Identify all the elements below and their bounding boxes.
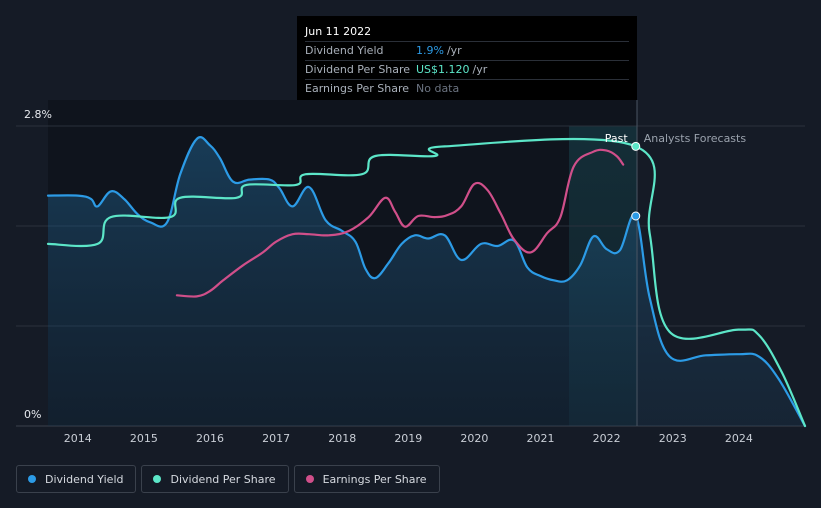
- series-line-dividend-yield: [46, 136, 807, 428]
- tooltip-row-value: No data: [416, 82, 460, 95]
- x-tick-label: 2023: [659, 432, 687, 445]
- x-tick-label: 2017: [262, 432, 290, 445]
- legend-label: Earnings Per Share: [322, 472, 427, 486]
- legend-dot-icon: [153, 475, 162, 483]
- series-lines: [46, 136, 807, 428]
- now-markers: [631, 141, 641, 221]
- x-tick-label: 2024: [725, 432, 753, 445]
- tooltip-row-value: 1.9%: [416, 44, 444, 57]
- analysts-forecasts-label: Analysts Forecasts: [644, 132, 747, 145]
- tooltip-row-unit: /yr: [472, 63, 488, 76]
- x-axis-labels: 2014 2015 2016 2017 2018 2019 2020 2021 2022 2023…: [64, 432, 753, 445]
- y-axis-labels: 2.8% 0%: [24, 108, 52, 421]
- series-line-dividend-per-share: [46, 137, 807, 428]
- legend-dividend-yield[interactable]: Dividend Yield: [16, 465, 137, 493]
- x-tick-label: 2014: [64, 432, 92, 445]
- legend-dot-icon: [305, 475, 314, 483]
- x-tick-label: 2016: [196, 432, 224, 445]
- legend-dividend-per-share[interactable]: Dividend Per Share: [141, 465, 289, 493]
- legend-dot-icon: [28, 475, 36, 483]
- past-label: Past: [605, 132, 629, 145]
- tooltip-row-label: Dividend Yield: [305, 44, 384, 57]
- legend-label: Dividend Per Share: [170, 472, 276, 486]
- tooltip-row-earnings-per-share: Earnings Per Share No data: [305, 79, 629, 98]
- hover-tooltip: Jun 11 2022 Dividend Yield 1.9% /yr Divi…: [297, 16, 637, 100]
- y-tick-label: 2.8%: [24, 108, 52, 121]
- tooltip-row-label: Earnings Per Share: [305, 82, 410, 95]
- tooltip-row-dividend-yield: Dividend Yield 1.9% /yr: [305, 41, 629, 60]
- x-tick-label: 2019: [394, 432, 422, 445]
- x-tick-label: 2020: [460, 432, 488, 445]
- series-line-earnings-per-share: [175, 148, 625, 298]
- tooltip-row-label: Dividend Per Share: [305, 63, 411, 76]
- x-tick-label: 2022: [593, 432, 621, 445]
- x-tick-label: 2015: [130, 432, 158, 445]
- now-marker-dividend-yield: [631, 211, 641, 221]
- x-tick-label: 2021: [527, 432, 555, 445]
- legend-label: Dividend Yield: [45, 472, 124, 486]
- tooltip-row-value: US$1.120: [416, 63, 470, 76]
- tooltip-row-unit: /yr: [446, 44, 462, 57]
- legend-earnings-per-share[interactable]: Earnings Per Share: [293, 465, 440, 493]
- x-tick-label: 2018: [328, 432, 356, 445]
- tooltip-date: Jun 11 2022: [305, 25, 372, 38]
- chart-legend: Dividend Yield Dividend Per Share Earnin…: [16, 465, 440, 493]
- now-marker-dividend-per-share: [631, 141, 641, 151]
- dividend-yield-area: [48, 137, 805, 426]
- tooltip-row-dividend-per-share: Dividend Per Share US$1.120 /yr: [305, 60, 629, 79]
- y-tick-label: 0%: [24, 408, 41, 421]
